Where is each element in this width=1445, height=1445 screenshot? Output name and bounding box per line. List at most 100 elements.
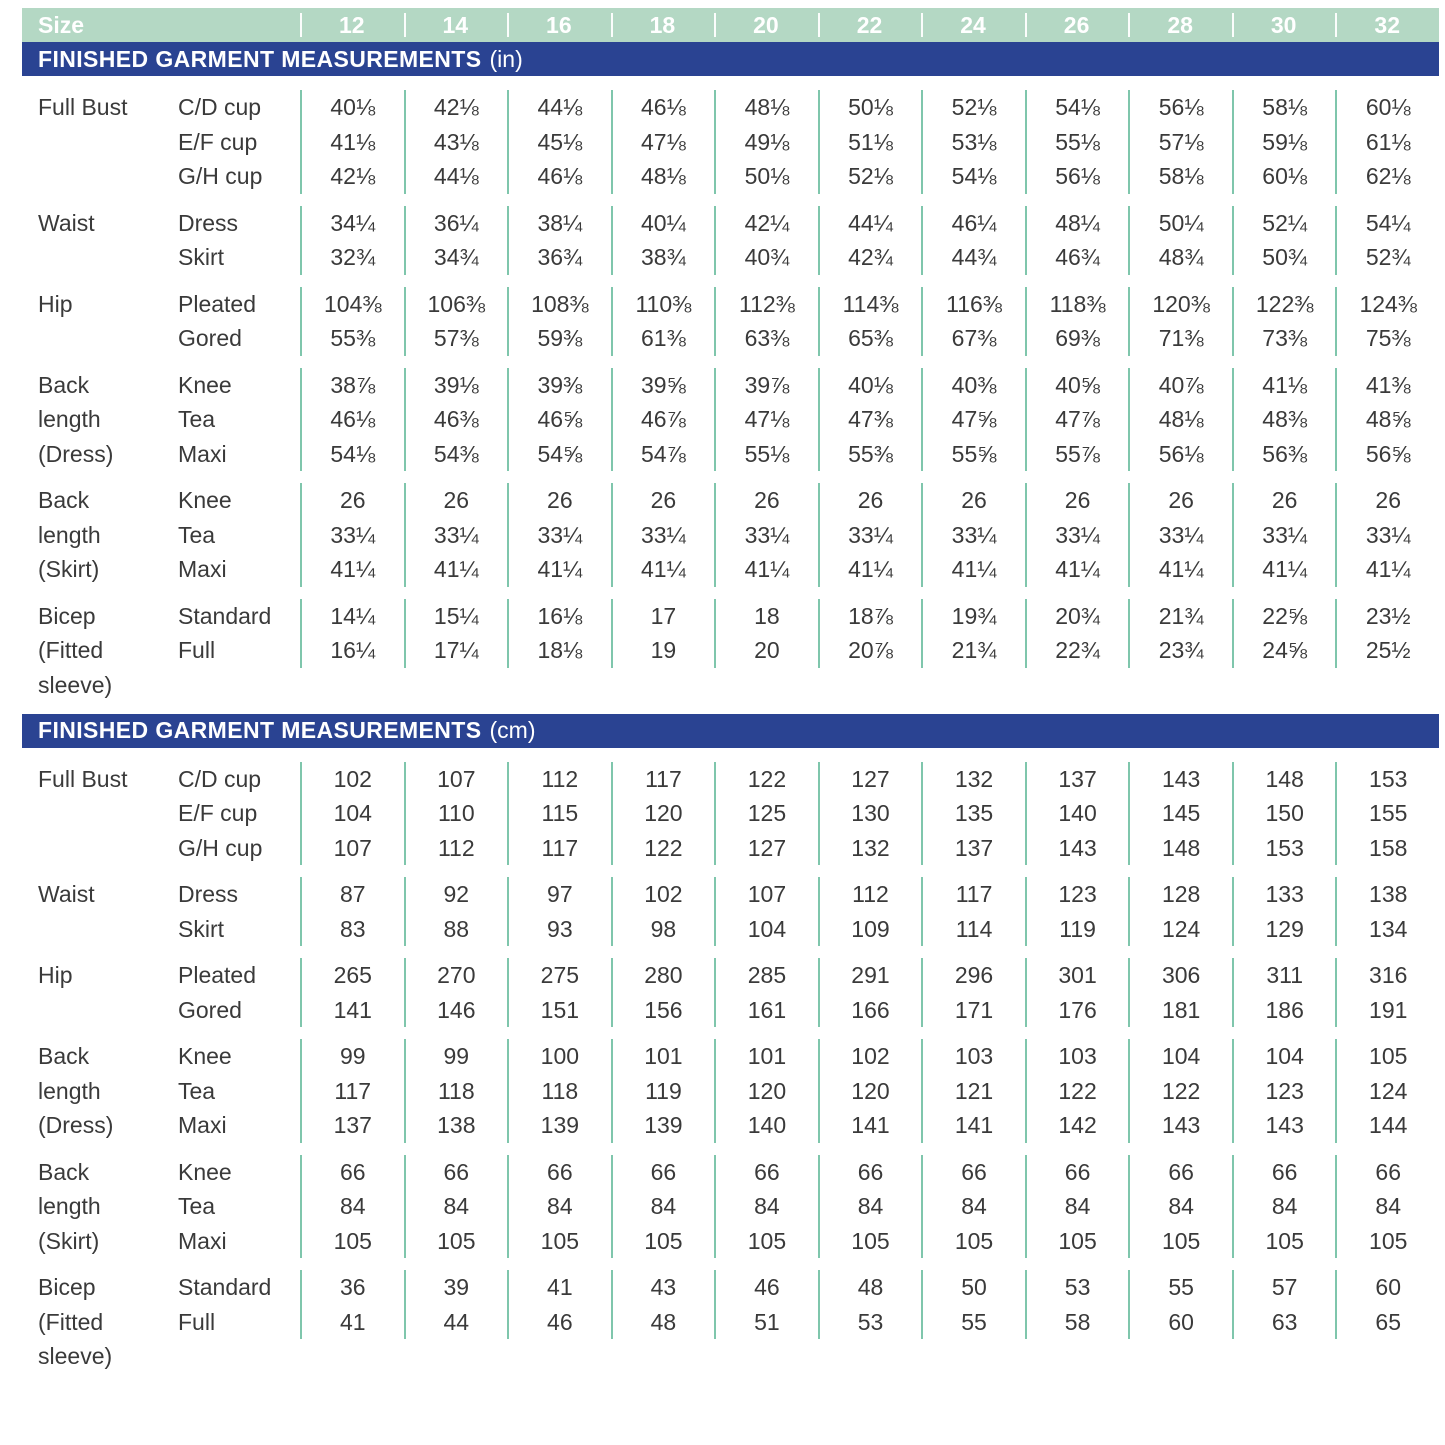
value-cell: 48 <box>817 1270 922 1305</box>
group-label-line: sleeve) <box>38 1343 113 1369</box>
group-label: Waist <box>38 206 170 241</box>
value-cell: 71⅜ <box>1128 321 1232 356</box>
value-cell: 60⅛ <box>1231 159 1336 194</box>
value-cell: 285 <box>714 958 818 993</box>
value-cell: 46⅜ <box>403 402 508 437</box>
value-cell: 18 <box>714 598 818 633</box>
value-cell: 17¼ <box>403 633 508 668</box>
group-label-line: Full Bust <box>38 94 128 120</box>
group-label-line: Back <box>38 1043 90 1069</box>
value-cell: 46⅝ <box>507 402 611 437</box>
measurement-group: Bicep (Fitted sleeve) Standard 14¼ 15¼ 16⅛ 17 18… <box>22 598 1439 698</box>
group-label: Back length (Dress) <box>38 1039 170 1143</box>
row-sublabel: Knee <box>178 1043 232 1069</box>
value-cell: 110⅜ <box>610 286 715 321</box>
value-cell: 118 <box>507 1073 611 1108</box>
size-header-cell: 16 <box>507 8 611 42</box>
value-cell: 46¼ <box>921 205 1025 240</box>
value-cell: 296 <box>921 958 1025 993</box>
value-cell: 41¼ <box>1024 552 1129 587</box>
value-cell: 41¼ <box>610 552 715 587</box>
value-cell: 105 <box>507 1223 611 1258</box>
value-cell: 39 <box>403 1270 508 1305</box>
value-cell: 50 <box>921 1270 1025 1305</box>
value-cell: 124 <box>1335 1073 1439 1108</box>
value-cell: 34¼ <box>300 205 404 240</box>
value-cell: 66 <box>921 1154 1025 1189</box>
value-cell: 100 <box>507 1039 611 1074</box>
value-cell: 97 <box>507 877 611 912</box>
value-cell: 130 <box>817 796 922 831</box>
value-cell: 140 <box>714 1108 818 1143</box>
group-label-line: (Fitted <box>38 637 104 663</box>
value-cell: 21¾ <box>1128 598 1232 633</box>
value-cell: 34¾ <box>403 240 508 275</box>
group-label-line: length <box>38 1193 101 1219</box>
value-cell: 128 <box>1128 877 1232 912</box>
row-sublabel: G/H cup <box>178 163 263 189</box>
measurements-table-cm: Full Bust C/D cup 102 107 112 117 122 127 132 137… <box>22 748 1439 1369</box>
value-cell: 54⅜ <box>403 436 508 471</box>
value-cell: 58⅛ <box>1128 159 1232 194</box>
value-cell: 41¼ <box>817 552 922 587</box>
value-cell: 137 <box>921 830 1025 865</box>
row-sublabel: Full <box>178 1308 216 1335</box>
value-cell: 41¼ <box>403 552 508 587</box>
row-sublabel: Gored <box>178 325 242 351</box>
value-cell: 54⅝ <box>507 436 611 471</box>
value-cell: 50⅛ <box>817 90 922 125</box>
value-cell: 191 <box>1335 992 1439 1027</box>
value-cell: 49⅛ <box>714 124 818 159</box>
value-cell: 41¼ <box>507 552 611 587</box>
value-cell: 124⅜ <box>1335 286 1439 321</box>
value-cell: 139 <box>610 1108 715 1143</box>
value-cell: 26 <box>921 483 1025 518</box>
value-cell: 176 <box>1024 992 1129 1027</box>
value-cell: 56⅛ <box>1024 159 1129 194</box>
value-cell: 41¼ <box>921 552 1025 587</box>
value-cell: 54¼ <box>1335 205 1439 240</box>
value-cell: 39⅛ <box>403 367 508 402</box>
value-cell: 52¾ <box>1335 240 1439 275</box>
value-cell: 63 <box>1231 1304 1336 1339</box>
section-header-inches: FINISHED GARMENT MEASUREMENTS (in) <box>22 42 1439 76</box>
value-cell: 120 <box>714 1073 818 1108</box>
group-label-line: Hip <box>38 962 73 988</box>
group-label: Waist <box>38 877 170 912</box>
value-cell: 84 <box>817 1189 922 1224</box>
value-cell: 75⅜ <box>1335 321 1439 356</box>
value-cell: 55⅛ <box>714 436 818 471</box>
group-label: Back length (Dress) <box>38 368 170 472</box>
value-cell: 124 <box>1128 911 1232 946</box>
value-cell: 119 <box>610 1073 715 1108</box>
value-cell: 48 <box>610 1304 715 1339</box>
measurement-group: Waist Dress 87 92 97 102 107 112 117 123 128 133 138… <box>22 877 1439 946</box>
group-label: Hip <box>38 287 170 322</box>
value-cell: 51 <box>714 1304 818 1339</box>
value-cell: 33¼ <box>1335 517 1439 552</box>
value-cell: 102 <box>300 761 404 796</box>
measurement-group: Back length (Dress) Knee 38⅞ 39⅛ 39⅜ 39⅝ 39⅞ 40⅛ 4… <box>22 367 1439 472</box>
value-cell: 66 <box>610 1154 715 1189</box>
value-cell: 84 <box>1024 1189 1129 1224</box>
row-sublabel: Pleated <box>178 290 257 317</box>
value-cell: 84 <box>714 1189 818 1224</box>
value-cell: 69⅜ <box>1024 321 1129 356</box>
value-cell: 45⅛ <box>507 124 611 159</box>
value-cell: 55⅞ <box>1024 436 1129 471</box>
value-cell: 93 <box>507 911 611 946</box>
value-cell: 40⅛ <box>817 367 922 402</box>
value-cell: 84 <box>1128 1189 1232 1224</box>
value-cell: 66 <box>300 1154 404 1189</box>
value-cell: 60⅛ <box>1335 90 1439 125</box>
group-label-line: (Skirt) <box>38 1227 100 1254</box>
value-cell: 23¾ <box>1128 633 1232 668</box>
value-cell: 132 <box>921 761 1025 796</box>
value-cell: 145 <box>1128 796 1232 831</box>
value-cell: 36¾ <box>507 240 611 275</box>
group-label-line: (Skirt) <box>38 556 100 582</box>
value-cell: 181 <box>1128 992 1232 1027</box>
value-cell: 41⅛ <box>300 124 404 159</box>
value-cell: 19¾ <box>921 598 1025 633</box>
value-cell: 43⅛ <box>403 124 508 159</box>
